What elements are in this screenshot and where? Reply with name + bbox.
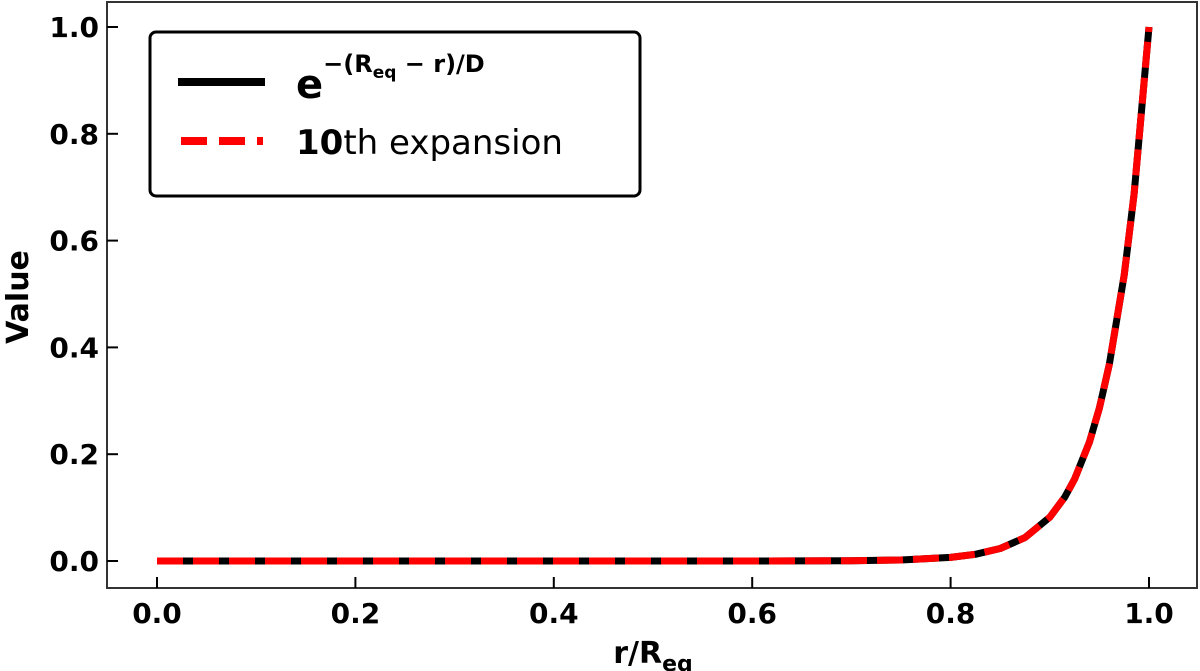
x-tick-label: 0.2 bbox=[331, 597, 381, 630]
x-axis-label-main: r/R bbox=[613, 636, 662, 671]
legend-item-expansion: 10th expansion bbox=[181, 123, 563, 163]
legend-label-expansion: 10th expansion bbox=[296, 123, 563, 163]
x-tick-label: 0.4 bbox=[529, 597, 579, 630]
y-tick-label: 0.6 bbox=[49, 225, 99, 258]
x-axis-label-sub: eq bbox=[662, 652, 693, 671]
x-tick-label: 1.0 bbox=[1124, 597, 1174, 630]
y-tick-label: 0.8 bbox=[49, 118, 99, 151]
x-tick-label: 0.6 bbox=[727, 597, 777, 630]
legend-frame bbox=[148, 30, 642, 198]
legend: e−(Req − r)/D 10th expansion bbox=[148, 30, 642, 198]
y-axis-label: Value bbox=[1, 250, 36, 344]
y-tick-label: 0.4 bbox=[49, 331, 99, 364]
y-tick-label: 1.0 bbox=[49, 11, 99, 44]
series-10th-expansion bbox=[157, 26, 1153, 565]
x-tick-label: 0.0 bbox=[132, 597, 182, 630]
y-tick-label: 0.0 bbox=[49, 545, 99, 578]
plot-area bbox=[157, 26, 1153, 565]
plot-frame bbox=[106, 1, 1198, 589]
x-axis-ticks: 0.0 0.2 0.4 0.6 0.8 1.0 bbox=[132, 577, 1174, 630]
y-tick-label: 0.2 bbox=[49, 438, 99, 471]
y-axis-ticks: 0.0 0.2 0.4 0.6 0.8 1.0 bbox=[49, 11, 118, 578]
legend-label-exact: e−(Req − r)/D bbox=[296, 50, 485, 108]
x-tick-label: 0.8 bbox=[926, 597, 976, 630]
x-axis-label: r/Req bbox=[613, 636, 693, 671]
legend-item-exact: e−(Req − r)/D bbox=[178, 50, 485, 108]
